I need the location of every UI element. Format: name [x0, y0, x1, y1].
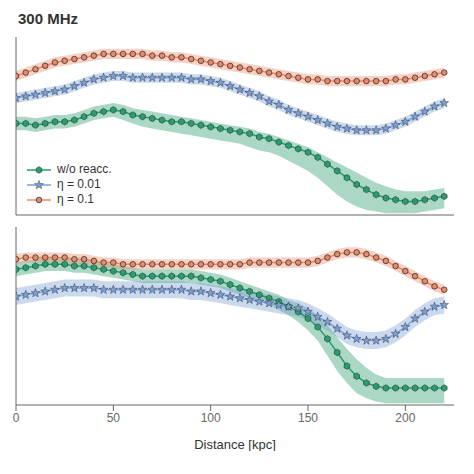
svg-text:50: 50: [107, 411, 121, 425]
svg-text:100: 100: [201, 411, 221, 425]
svg-text:0: 0: [13, 411, 20, 425]
svg-text:150: 150: [298, 411, 318, 425]
html-text:η = 0.1: η = 0.1: [57, 192, 94, 206]
svg-text:200: 200: [395, 411, 415, 425]
html-text:w/o reacc.: w/o reacc.: [57, 162, 112, 176]
svg-text:Distance [kpc]: Distance [kpc]: [194, 437, 276, 451]
html-text:η = 0.01: η = 0.01: [57, 177, 101, 191]
html-text:300 MHz: 300 MHz: [18, 10, 78, 27]
